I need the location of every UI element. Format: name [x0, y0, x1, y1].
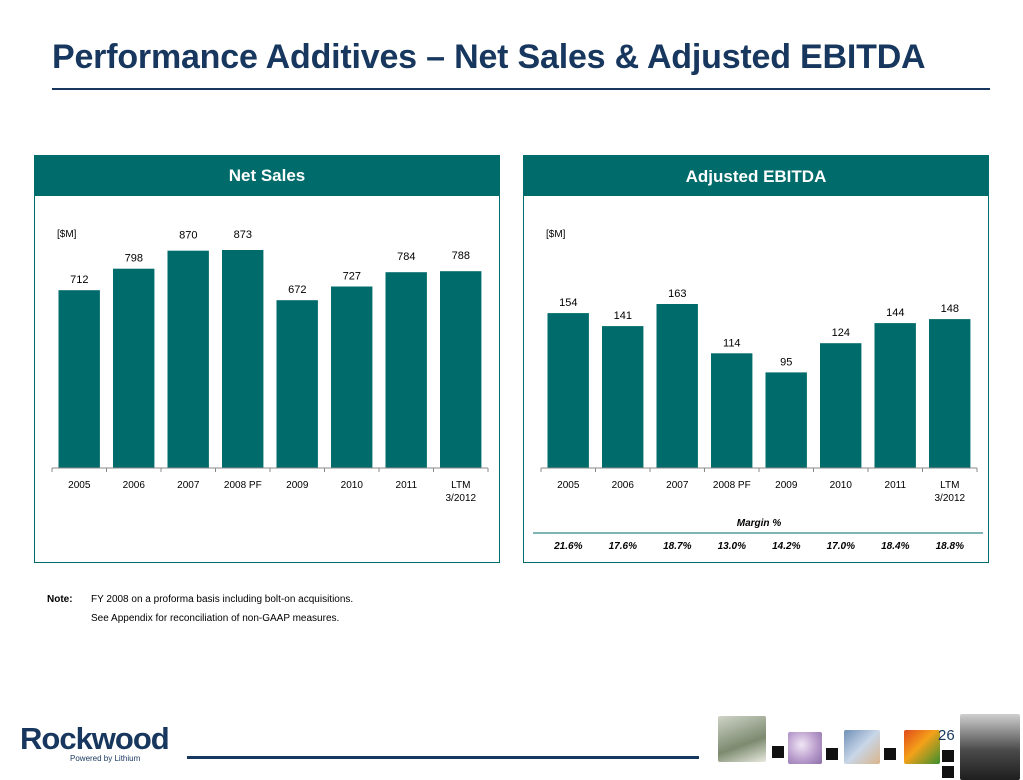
net-sales-bar-0	[58, 290, 100, 468]
title-rule	[52, 88, 990, 90]
note-line-1: FY 2008 on a proforma basis including bo…	[91, 594, 354, 605]
ebitda-tick-label: 2005	[557, 480, 580, 491]
ebitda-tick-label: 2011	[885, 480, 907, 491]
net-sales-tick-label: 2008 PF	[224, 480, 262, 491]
pills-image	[788, 732, 822, 764]
ebitda-unit-label: [$M]	[546, 229, 566, 240]
net-sales-data-label: 727	[343, 271, 361, 283]
net-sales-data-label: 788	[452, 250, 470, 262]
ebitda-margin-value: 13.0%	[718, 541, 746, 552]
ebitda-data-label: 141	[614, 310, 632, 322]
bullet-square-icon	[942, 766, 954, 778]
net-sales-data-label: 798	[125, 253, 143, 265]
ebitda-margin-value: 14.2%	[772, 541, 800, 552]
logo-wordmark: Rockwood	[20, 721, 170, 756]
ebitda-margin-value: 18.4%	[881, 541, 909, 552]
car-image	[960, 714, 1020, 780]
adjusted-ebitda-chart: [$M] 154 2005 141 2006 163 2007 114 2008 PF 95 200…	[533, 229, 983, 552]
rockwood-logo: Rockwood Powered by Lithium	[20, 722, 180, 766]
ebitda-bar-6	[874, 323, 916, 468]
ebitda-data-label: 114	[723, 337, 741, 349]
net-sales-bar-5	[331, 286, 373, 468]
page-title: Performance Additives – Net Sales & Adju…	[52, 38, 926, 76]
net-sales-bar-4	[276, 300, 318, 468]
net-sales-bar-1	[113, 268, 155, 468]
note-line-2: See Appendix for reconciliation of non-G…	[91, 613, 340, 624]
ebitda-data-label: 124	[832, 327, 850, 339]
net-sales-tick-label: LTM 3/2012	[446, 480, 477, 504]
ebitda-table-label: Margin %	[737, 518, 782, 529]
footer-rule	[187, 756, 699, 759]
net-sales-bar-2	[167, 250, 209, 468]
page-number: 26	[938, 727, 955, 744]
bullet-square-icon	[884, 748, 896, 760]
ebitda-data-label: 144	[886, 307, 904, 319]
ebitda-tick-label: 2007	[666, 480, 689, 491]
pigment-image	[904, 730, 940, 764]
ebitda-margin-value: 17.6%	[609, 541, 637, 552]
ebitda-bar-5	[820, 343, 862, 468]
net-sales-data-label: 873	[234, 229, 252, 241]
ebitda-bar-7	[929, 319, 971, 468]
bullet-square-icon	[826, 748, 838, 760]
net-sales-tick-label: 2007	[177, 480, 200, 491]
lab-flask-image	[718, 716, 766, 762]
net-sales-bar-6	[385, 272, 427, 468]
net-sales-data-label: 870	[179, 230, 197, 242]
textile-image	[844, 730, 880, 764]
net-sales-tick-label: 2006	[123, 480, 146, 491]
ebitda-data-label: 95	[780, 356, 792, 368]
net-sales-bar-7	[440, 271, 482, 468]
ebitda-margin-value: 18.8%	[936, 541, 964, 552]
adjusted-ebitda-panel: Adjusted EBITDA [$M] 154 2005 141 2006 163 200…	[523, 155, 989, 563]
net-sales-data-label: 712	[70, 274, 88, 286]
ebitda-margin-value: 21.6%	[553, 541, 582, 552]
ebitda-data-label: 163	[668, 288, 686, 300]
ebitda-bar-4	[765, 372, 807, 468]
net-sales-bar-3	[222, 250, 264, 468]
ebitda-margin-value: 17.0%	[827, 541, 855, 552]
net-sales-tick-label: 2005	[68, 480, 91, 491]
logo-tagline: Powered by Lithium	[70, 754, 141, 763]
net-sales-data-label: 784	[397, 251, 415, 263]
ebitda-tick-label: 2006	[612, 480, 635, 491]
net-sales-chart: [$M] 712 2005 798 2006 870 2007 873 2008 PF 672 20…	[51, 229, 489, 504]
net-sales-data-label: 672	[288, 284, 306, 296]
ebitda-tick-label: LTM 3/2012	[935, 480, 966, 504]
bullet-square-icon	[772, 746, 784, 758]
ebitda-bar-3	[711, 353, 753, 468]
ebitda-tick-label: 2008 PF	[713, 480, 751, 491]
ebitda-tick-label: 2010	[830, 480, 853, 491]
note-key: Note:	[47, 594, 73, 605]
net-sales-unit-label: [$M]	[57, 229, 77, 240]
ebitda-bar-1	[602, 326, 644, 468]
ebitda-bar-0	[547, 313, 589, 468]
net-sales-tick-label: 2010	[341, 480, 364, 491]
net-sales-panel-header: Net Sales	[35, 156, 499, 196]
adjusted-ebitda-panel-header: Adjusted EBITDA	[524, 156, 988, 196]
ebitda-tick-label: 2009	[775, 480, 798, 491]
ebitda-data-label: 148	[941, 303, 959, 315]
ebitda-data-label: 154	[559, 297, 577, 309]
footer-thumbnails	[714, 714, 1023, 780]
bullet-square-icon	[942, 750, 954, 762]
net-sales-tick-label: 2011	[396, 480, 418, 491]
net-sales-tick-label: 2009	[286, 480, 309, 491]
net-sales-panel: Net Sales [$M] 712 2005 798 2006 870 2007 873 20…	[34, 155, 500, 563]
ebitda-margin-value: 18.7%	[663, 541, 691, 552]
ebitda-bar-2	[656, 304, 698, 468]
